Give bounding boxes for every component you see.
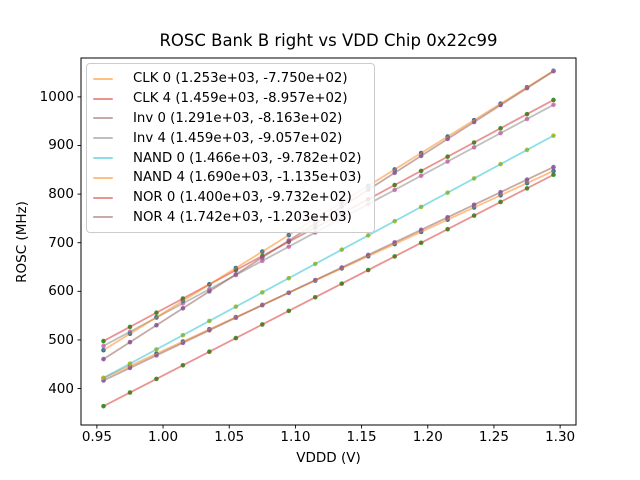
legend-label: NOR 0 (1.400e+03, -9.732e+02) (133, 190, 352, 206)
legend-label: NAND 4 (1.690e+03, -1.135e+03) (133, 170, 362, 186)
x-tick-label: 1.15 (346, 429, 377, 445)
y-tick-label: 1000 (39, 88, 74, 105)
legend-line-sample (93, 137, 113, 140)
chart-title: ROSC Bank B right vs VDD Chip 0x22c99 (159, 31, 498, 50)
y-tick-label: 700 (48, 234, 74, 251)
y-tick-label: 400 (48, 380, 74, 397)
legend-line-sample (93, 77, 113, 80)
x-tick-label: 1.00 (148, 429, 179, 445)
fit-line-nor-0 (102, 173, 555, 408)
axes-frame (80, 57, 577, 426)
y-axis-label: ROSC (MHz) (14, 201, 30, 283)
fit-line-inv-0 (102, 166, 555, 382)
legend-entry-clk-0: CLK 0 (1.253e+03, -7.750e+02) (93, 69, 366, 89)
legend-line-sample (93, 157, 113, 160)
y-tick-label: 800 (48, 186, 74, 203)
x-axis-label: VDDD (V) (296, 450, 361, 466)
legend-line-sample (93, 176, 113, 179)
legend-label: CLK 0 (1.253e+03, -7.750e+02) (133, 71, 348, 87)
legend-entry-inv-0: Inv 0 (1.291e+03, -8.163e+02) (93, 109, 366, 129)
legend-entry-inv-4: Inv 4 (1.459e+03, -9.057e+02) (93, 128, 366, 148)
legend-line-sample (93, 97, 113, 100)
legend-entry-clk-4: CLK 4 (1.459e+03, -8.957e+02) (93, 89, 366, 109)
x-tick-label: 1.10 (280, 429, 311, 445)
x-tick-label: 1.25 (478, 429, 509, 445)
legend-label: NAND 0 (1.466e+03, -9.782e+02) (133, 150, 362, 166)
legend-entry-nand-4: NAND 4 (1.690e+03, -1.135e+03) (93, 168, 366, 188)
x-tick-label: 0.95 (81, 429, 112, 445)
x-tick-label: 1.20 (412, 429, 443, 445)
legend-label: Inv 0 (1.291e+03, -8.163e+02) (133, 110, 343, 126)
legend-entry-nor-0: NOR 0 (1.400e+03, -9.732e+02) (93, 188, 366, 208)
legend: CLK 0 (1.253e+03, -7.750e+02) CLK 4 (1.45… (86, 63, 375, 234)
y-tick-label: 600 (48, 283, 74, 300)
x-tick-label: 1.05 (214, 429, 245, 445)
x-tick-label: 1.30 (545, 429, 576, 445)
legend-label: Inv 4 (1.459e+03, -9.057e+02) (133, 130, 343, 146)
legend-label: NOR 4 (1.742e+03, -1.203e+03) (133, 209, 352, 225)
legend-line-sample (93, 117, 113, 120)
legend-label: CLK 4 (1.459e+03, -8.957e+02) (133, 91, 348, 107)
fit-line-nand-0 (102, 134, 555, 379)
legend-line-sample (93, 196, 113, 199)
y-tick-label: 900 (48, 137, 74, 154)
legend-entry-nor-4: NOR 4 (1.742e+03, -1.203e+03) (93, 208, 366, 228)
legend-line-sample (93, 216, 113, 219)
y-tick-label: 500 (48, 331, 74, 348)
legend-entry-nand-0: NAND 0 (1.466e+03, -9.782e+02) (93, 148, 366, 168)
